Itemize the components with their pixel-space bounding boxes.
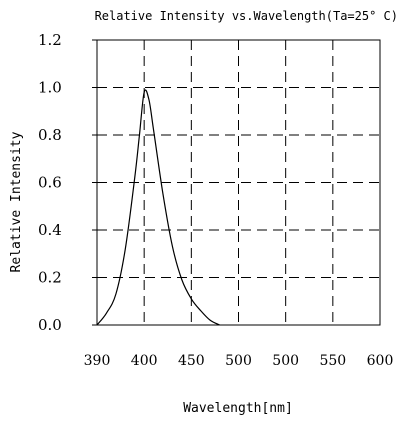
grid-lines xyxy=(97,40,380,325)
y-axis-ticks: 0.0 0.2 0.4 0.6 0.8 1.0 1.2 xyxy=(38,31,97,334)
chart-title: Relative Intensity vs.Wavelength(Ta=25° … xyxy=(95,9,398,23)
x-tick-label: 390 xyxy=(84,353,111,369)
y-tick-label: 0.4 xyxy=(38,221,62,239)
x-tick-label: 450 xyxy=(178,353,205,369)
intensity-curve xyxy=(96,89,220,326)
y-tick-label: 0.2 xyxy=(38,269,62,287)
x-tick-label: 400 xyxy=(131,353,158,369)
y-tick-label: 0.6 xyxy=(38,174,62,192)
x-tick-label: 550 xyxy=(319,353,346,369)
x-axis-ticks: 390 400 450 500 500 550 600 xyxy=(84,353,394,369)
y-axis-label: Relative Intensity xyxy=(9,131,24,272)
y-tick-label: 0.8 xyxy=(38,126,62,144)
x-tick-label: 500 xyxy=(225,353,252,369)
x-tick-label: 600 xyxy=(367,353,394,369)
x-tick-label: 500 xyxy=(272,353,299,369)
y-tick-label: 1.2 xyxy=(38,31,62,49)
x-axis-label: Wavelength[nm] xyxy=(183,401,293,416)
y-tick-label: 0.0 xyxy=(38,316,62,334)
curve-layer xyxy=(96,89,220,326)
y-tick-label: 1.0 xyxy=(38,79,62,97)
